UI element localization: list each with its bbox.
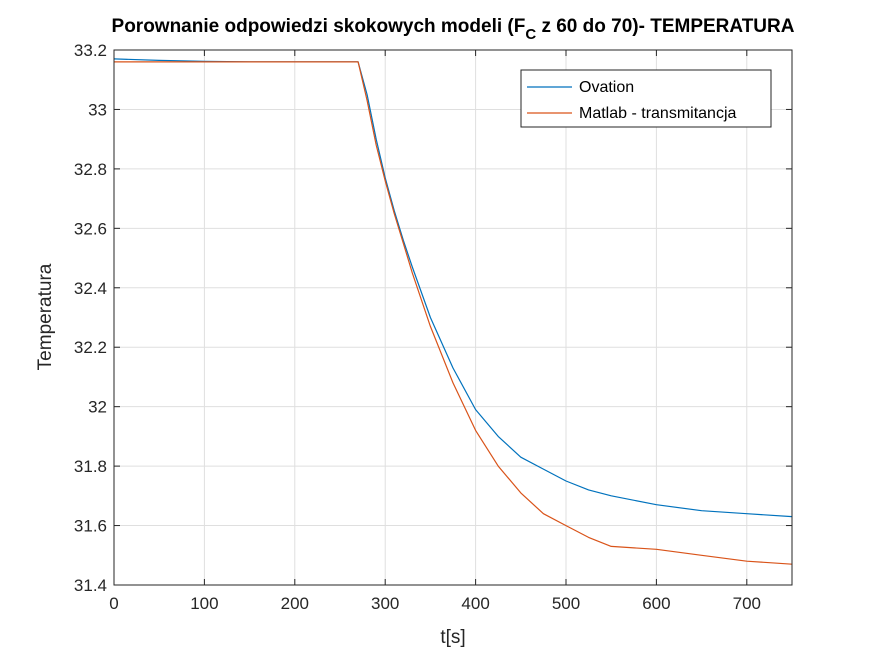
x-tick-label: 300 [371,594,399,613]
y-tick-label: 31.6 [74,517,107,536]
y-tick-label: 31.8 [74,457,107,476]
chart-title-rest: z 60 do 70)- TEMPERATURA [536,16,795,37]
y-tick-label: 32 [88,398,107,417]
legend-box [520,69,772,128]
y-axis-label: Temperatura [35,263,56,370]
x-tick-label: 400 [461,594,489,613]
chart-title-main: Porownanie odpowiedzi skokowych modeli (… [112,16,526,37]
x-tick-label: 600 [642,594,670,613]
series-layer [113,58,793,565]
y-tick-label: 33.2 [74,41,107,60]
y-tick-label: 32.8 [74,160,107,179]
y-tick-label: 32.6 [74,219,107,238]
ticks: 0 100 200 300 400 500 600 700 31.4 31.6 31.8 32 32.2… [74,41,792,613]
y-tick-label: 32.2 [74,338,107,357]
legend-label-ovation: Ovation [579,79,634,96]
plot-area [114,50,792,585]
legend: Ovation Matlab - transmitancja [520,69,772,128]
x-tick-label: 700 [733,594,761,613]
y-tick-label: 31.4 [74,576,107,595]
y-tick-label: 33 [88,100,107,119]
y-tick-label: 32.4 [74,279,107,298]
x-tick-label: 500 [552,594,580,613]
chart-title-subscript: C [525,26,536,43]
x-tick-label: 0 [109,594,118,613]
chart-title: Porownanie odpowiedzi skokowych modeli (… [112,16,795,43]
series-line-matlab [114,61,793,565]
x-tick-label: 100 [190,594,218,613]
x-tick-label: 200 [281,594,309,613]
axes-box [113,49,793,586]
legend-label-matlab: Matlab - transmitancja [579,105,736,122]
x-axis-label: t[s] [440,627,465,648]
